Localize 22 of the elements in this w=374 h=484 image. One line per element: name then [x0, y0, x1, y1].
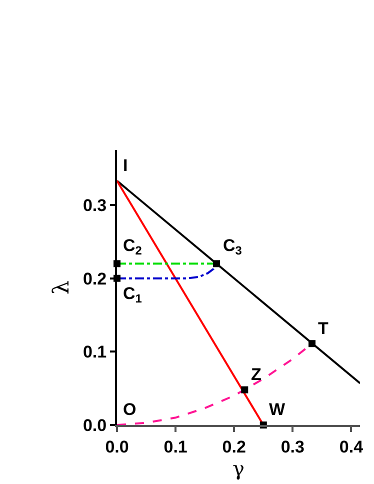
y-tick-label: 0.3 — [82, 196, 107, 215]
y-axis-title: λ — [49, 280, 74, 294]
annotation: O — [123, 400, 136, 419]
x-tick-label: 0.0 — [105, 437, 129, 456]
annotation: T — [318, 319, 329, 338]
annotation: C$_{2}$ — [123, 236, 142, 258]
point — [213, 260, 220, 268]
annotation: C$_{1}$ — [123, 284, 142, 306]
annotation: Z — [251, 365, 262, 384]
x-axis-title: γ — [232, 456, 244, 480]
y-tick-label: 0.0 — [82, 416, 107, 435]
annotation: C$_{3}$ — [223, 236, 242, 258]
y-tick-label: 0.2 — [82, 269, 107, 288]
y-tick-label: 0.1 — [82, 342, 107, 362]
x-tick-label: 0.2 — [222, 437, 246, 456]
x-tick-label: 0.1 — [164, 437, 188, 456]
point — [308, 340, 316, 348]
annotation: I — [123, 156, 128, 175]
point — [241, 386, 248, 394]
x-tick-label: 0.4 — [339, 437, 364, 456]
annotation: W — [269, 400, 286, 419]
x-tick-label: 0.3 — [280, 437, 304, 456]
